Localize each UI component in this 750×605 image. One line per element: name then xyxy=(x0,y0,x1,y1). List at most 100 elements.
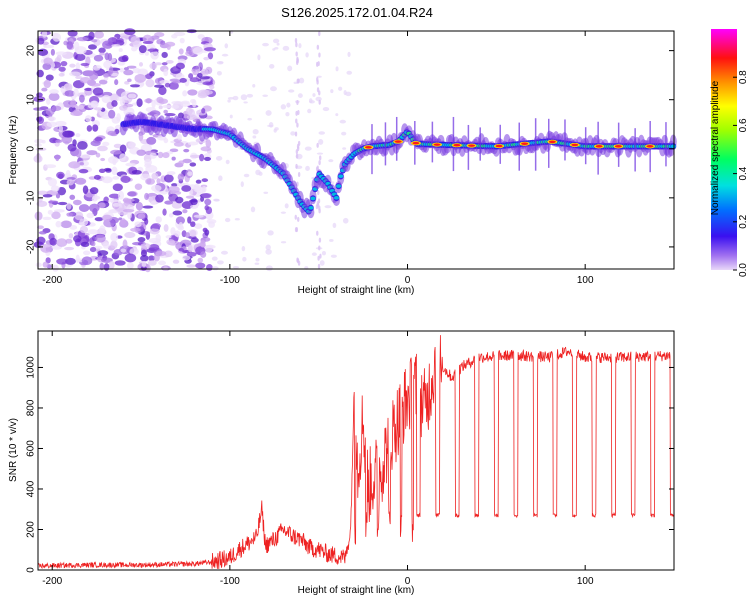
noise-blob xyxy=(107,130,117,136)
noise-blob xyxy=(46,97,51,105)
noise-blob xyxy=(178,247,184,252)
noise-blob xyxy=(119,105,128,111)
noise-blob xyxy=(91,241,96,247)
noise-blob xyxy=(99,52,105,56)
noise-blob xyxy=(56,171,65,179)
noise-blob xyxy=(265,244,271,251)
noise-blob xyxy=(155,216,162,223)
noise-blob xyxy=(150,50,159,60)
noise-blob xyxy=(315,96,322,102)
ridge-hotspot xyxy=(614,145,622,148)
ridge-hotspot xyxy=(646,145,654,148)
noise-blob xyxy=(41,87,48,92)
noise-blob xyxy=(89,203,100,213)
noise-streak xyxy=(316,44,320,50)
noise-blob xyxy=(55,51,67,56)
noise-blob xyxy=(60,85,66,94)
noise-blob xyxy=(134,73,147,83)
noise-blob xyxy=(324,205,332,209)
noise-blob xyxy=(111,166,118,176)
noise-blob xyxy=(330,89,334,94)
noise-blob xyxy=(318,131,326,135)
noise-blob xyxy=(250,206,256,213)
noise-blob xyxy=(241,246,246,252)
noise-blob xyxy=(119,153,126,162)
noise-blob xyxy=(189,154,202,158)
noise-blob xyxy=(114,79,119,86)
noise-blob xyxy=(211,256,218,261)
noise-blob xyxy=(66,202,72,210)
noise-blob xyxy=(46,121,58,128)
noise-blob xyxy=(335,66,339,72)
noise-blob xyxy=(173,141,184,147)
noise-blob xyxy=(168,185,180,194)
noise-blob xyxy=(75,133,81,138)
noise-streak xyxy=(294,131,298,137)
noise-streak xyxy=(294,227,298,233)
noise-blob xyxy=(108,198,119,203)
noise-blob xyxy=(98,47,106,54)
noise-blob xyxy=(58,72,65,77)
noise-blob xyxy=(126,262,134,269)
noise-blob xyxy=(86,212,95,219)
noise-blob xyxy=(72,199,82,206)
noise-blob xyxy=(144,98,153,104)
noise-blob xyxy=(95,152,101,158)
noise-blob xyxy=(177,173,185,181)
noise-streak xyxy=(318,99,321,105)
noise-blob xyxy=(299,77,305,84)
noise-blob xyxy=(88,44,97,50)
noise-blob xyxy=(187,244,193,253)
noise-blob xyxy=(149,62,158,70)
noise-blob xyxy=(102,40,113,49)
noise-blob xyxy=(165,59,174,64)
snr-frame xyxy=(37,330,675,571)
noise-blob xyxy=(182,158,192,164)
noise-streak xyxy=(318,90,321,96)
noise-blob xyxy=(162,104,173,109)
noise-streak xyxy=(294,214,297,220)
noise-blob xyxy=(52,264,59,272)
noise-blob xyxy=(38,231,47,235)
noise-blob xyxy=(215,156,223,161)
noise-blob xyxy=(202,227,208,233)
noise-blob xyxy=(102,72,110,78)
noise-blob xyxy=(285,111,290,117)
noise-blob xyxy=(69,225,78,230)
noise-blob xyxy=(108,109,116,119)
noise-blob xyxy=(155,234,161,242)
noise-blob xyxy=(112,176,120,180)
noise-blob xyxy=(262,42,269,47)
noise-blob xyxy=(204,156,211,161)
noise-blob xyxy=(144,192,150,201)
noise-blob xyxy=(203,245,213,253)
ridge-hotspot xyxy=(364,146,372,149)
noise-blob xyxy=(330,181,335,185)
noise-blob xyxy=(101,214,113,222)
noise-blob xyxy=(78,94,85,103)
noise-blob xyxy=(55,139,63,144)
spectrogram-ytick-label: 10 xyxy=(26,94,37,106)
noise-blob xyxy=(35,262,42,268)
noise-streak xyxy=(317,263,321,269)
noise-blob xyxy=(74,53,86,61)
noise-blob xyxy=(94,30,104,39)
noise-blob xyxy=(186,264,196,268)
noise-blob xyxy=(101,176,113,184)
noise-blob xyxy=(207,52,214,60)
noise-blob xyxy=(118,48,123,53)
noise-blob xyxy=(111,44,121,48)
noise-blob xyxy=(41,30,48,38)
noise-blob xyxy=(252,135,257,139)
noise-blob xyxy=(322,107,330,112)
noise-blob xyxy=(85,115,92,123)
noise-blob xyxy=(109,66,114,75)
noise-blob xyxy=(270,86,277,92)
noise-blob xyxy=(115,38,124,43)
noise-streak xyxy=(295,163,298,169)
noise-blob xyxy=(189,229,197,237)
figure-title: S126.2025.172.01.04.R24 xyxy=(281,5,433,20)
noise-blob xyxy=(134,183,143,191)
noise-blob xyxy=(93,54,104,62)
noise-blob xyxy=(274,127,279,131)
